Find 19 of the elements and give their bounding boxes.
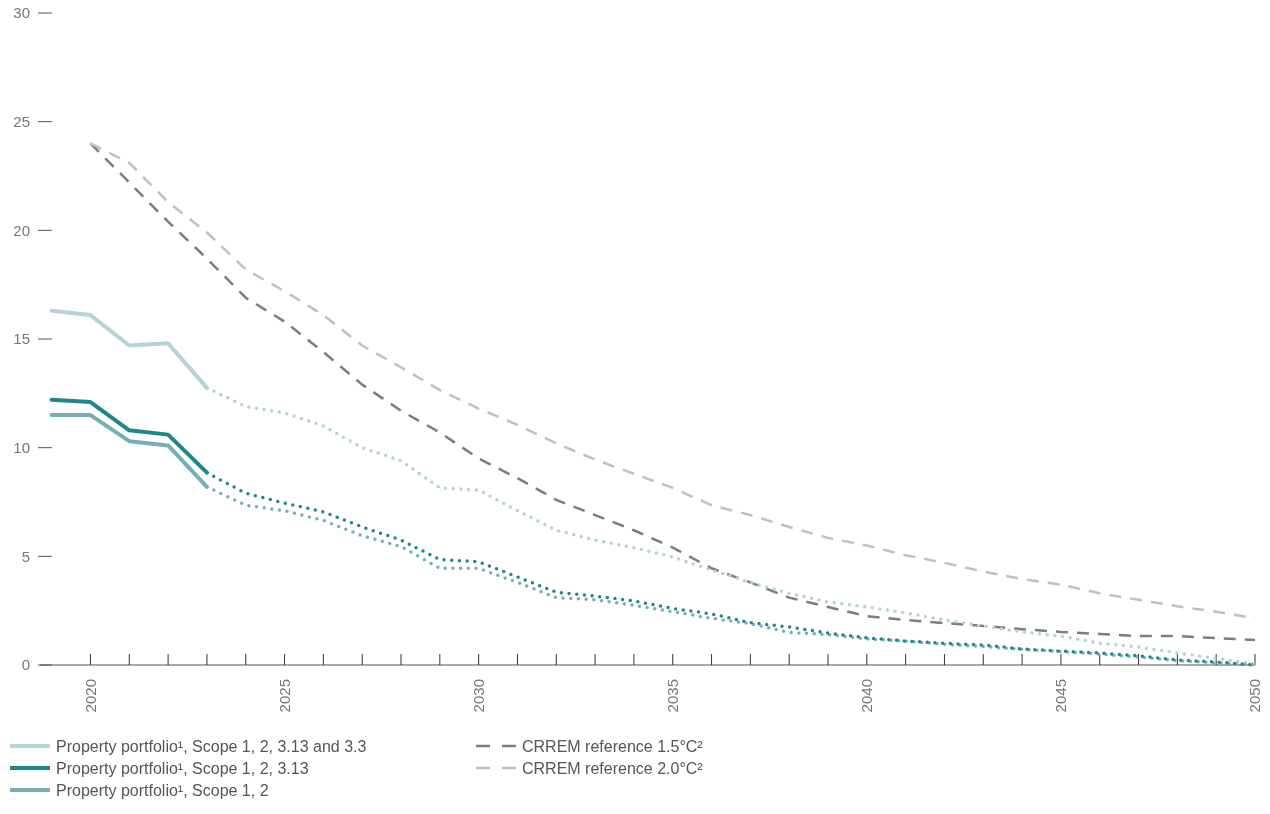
y-tick-label: 0: [21, 656, 30, 674]
x-tick-label: 2030: [469, 679, 487, 713]
x-tick-label: 2025: [275, 679, 293, 713]
y-tick-label: 20: [13, 221, 30, 239]
x-tick-label: 2040: [858, 679, 876, 713]
y-tick-label: 10: [13, 438, 30, 456]
y-tick-label: 15: [13, 330, 30, 348]
legend-label: CRREM reference 2.0°C²: [522, 759, 704, 777]
y-tick-label: 30: [13, 4, 30, 22]
x-tick-label: 2020: [81, 679, 99, 713]
y-tick-label: 5: [21, 547, 30, 565]
x-tick-label: 2045: [1052, 679, 1070, 713]
legend-label: CRREM reference 1.5°C²: [522, 737, 704, 755]
legend-label: Property portfolio¹, Scope 1, 2, 3.13 and 3.3: [56, 737, 367, 755]
y-tick-label: 25: [13, 112, 30, 130]
x-tick-label: 2050: [1246, 679, 1264, 713]
legend-label: Property portfolio¹, Scope 1, 2, 3.13: [56, 759, 309, 777]
x-tick-label: 2035: [663, 679, 681, 713]
legend-label: Property portfolio¹, Scope 1, 2: [56, 781, 269, 799]
